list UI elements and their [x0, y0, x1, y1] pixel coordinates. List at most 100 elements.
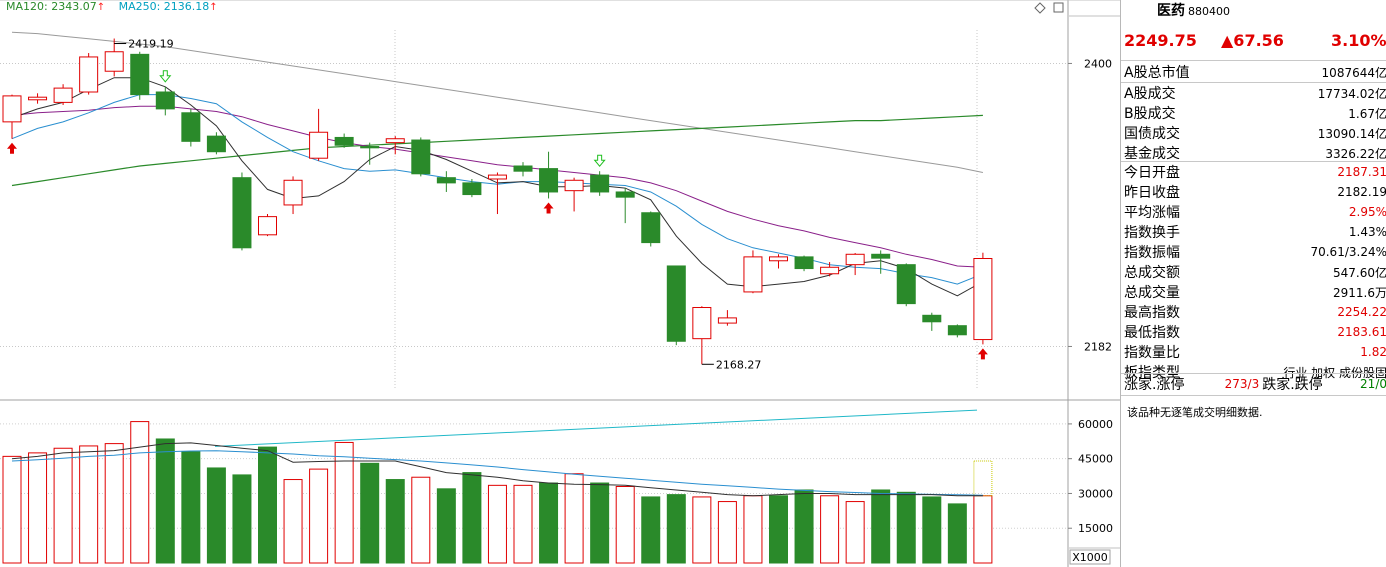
- stat-label: 国债成交: [1124, 126, 1180, 142]
- candle-up: [487, 174, 507, 180]
- candle-down: [436, 177, 456, 184]
- stat-value: 1.43%: [1348, 225, 1386, 239]
- volume-bar-up: [309, 468, 329, 564]
- volume-bar-down: [871, 489, 891, 564]
- stat-label: A股成交: [1124, 86, 1176, 102]
- turnover-table: A股成交 17734.02亿 B股成交 1.67亿 国债成交 13090.14亿 基金成交 3…: [1121, 83, 1386, 163]
- volume-tick-label: 30000: [1078, 487, 1113, 500]
- stat-label: 总成交额: [1124, 265, 1180, 281]
- price-tick-label: 2400: [1084, 57, 1112, 70]
- volume-bar-down: [360, 462, 380, 564]
- up-count-value: 273/3: [1224, 377, 1260, 391]
- volume-bar-up: [564, 473, 584, 564]
- stat-value: 2182.19: [1337, 185, 1386, 199]
- candle-down: [206, 135, 226, 153]
- price-bar: 2249.75 ▲67.56 3.10%: [1121, 31, 1386, 51]
- stat-label: 指数换手: [1124, 225, 1180, 241]
- buy-signal-icon: [543, 202, 554, 214]
- volume-unit-box: [1069, 549, 1111, 565]
- chart-svg[interactable]: 2400 2182 60000 45000 30000 15000 X1000 2419.19…: [0, 0, 1120, 567]
- stat-value: 1.67亿: [1348, 106, 1386, 121]
- volume-bar-down: [539, 482, 559, 564]
- candle-down: [513, 165, 533, 172]
- candle-up: [79, 56, 99, 93]
- stat-row: 基金成交 3326.22亿: [1121, 143, 1386, 163]
- stat-row: 昨日收盘 2182.19: [1121, 182, 1386, 202]
- index-stats-table: 今日开盘 2187.31 昨日收盘 2182.19 平均涨幅 2.95% 指数换手 1.43%…: [1121, 162, 1386, 382]
- volume-bar-up: [487, 484, 507, 564]
- low-label: 2168.27: [716, 358, 762, 371]
- volume-bar-up: [53, 447, 73, 564]
- stat-label: 指数振幅: [1124, 245, 1180, 261]
- volume-ma5-line: [11, 442, 983, 497]
- projected-volume-box: [973, 460, 993, 497]
- stat-label: 今日开盘: [1124, 165, 1180, 181]
- legend-ma120: MA120: 2343.07↑: [6, 0, 106, 13]
- volume-bar-up: [973, 495, 993, 564]
- candle-up: [564, 179, 584, 192]
- stat-value: 17734.02亿: [1317, 86, 1386, 101]
- candle-up: [309, 131, 329, 159]
- volume-bar-up: [692, 496, 712, 564]
- volume-bar-up: [334, 441, 354, 564]
- ma60-line: [11, 31, 983, 173]
- divider: [1121, 373, 1386, 374]
- buy-signal-icon: [977, 348, 988, 360]
- volume-bar-up: [743, 495, 763, 564]
- no-tick-data-note: 该品种无逐笔成交明细数据.: [1127, 406, 1263, 419]
- candle-down: [794, 256, 814, 270]
- stat-label: 最高指数: [1124, 305, 1180, 321]
- volume-bar-down: [155, 438, 175, 564]
- stat-row: B股成交 1.67亿: [1121, 103, 1386, 123]
- divider: [1121, 82, 1386, 83]
- square-icon: [1053, 2, 1064, 13]
- candle-down: [360, 146, 380, 149]
- volume-bar-up: [104, 443, 124, 564]
- volume-bar-down: [922, 496, 942, 564]
- candle-down: [181, 112, 201, 142]
- volume-bar-down: [462, 472, 482, 564]
- candle-down: [590, 174, 610, 193]
- candle-up: [28, 96, 48, 101]
- stat-value: 2183.61: [1337, 325, 1386, 339]
- volume-bar-up: [28, 452, 48, 564]
- quote-panel: 医药 880400 2249.75 ▲67.56 3.10% A股总市值 10876…: [1120, 0, 1386, 567]
- stat-value: 547.60亿: [1333, 265, 1386, 280]
- index-code: 880400: [1188, 5, 1230, 18]
- candle-up: [2, 95, 22, 123]
- candle-up: [845, 253, 865, 266]
- stat-row: 最高指数 2254.22: [1121, 302, 1386, 322]
- candle-up: [769, 256, 788, 262]
- volume-bar-up: [130, 421, 150, 564]
- volume-unit-label: X1000: [1072, 551, 1108, 564]
- price-change: ▲67.56: [1221, 31, 1284, 50]
- candle-down: [334, 136, 354, 146]
- candle-up: [717, 317, 737, 324]
- stat-row: 平均涨幅 2.95%: [1121, 202, 1386, 222]
- stat-label: 昨日收盘: [1124, 185, 1180, 201]
- stat-row: 总成交量 2911.6万: [1121, 282, 1386, 302]
- volume-bar-down: [896, 491, 916, 564]
- stat-row: 总成交额 547.60亿: [1121, 262, 1386, 282]
- volume-bar-up: [820, 495, 840, 564]
- candle-up: [53, 87, 73, 103]
- candle-down: [411, 139, 431, 175]
- stat-label: 基金成交: [1124, 146, 1180, 162]
- stat-value: 2254.22: [1337, 305, 1386, 319]
- candle-down: [896, 264, 916, 305]
- stat-row: 今日开盘 2187.31: [1121, 162, 1386, 182]
- stat-value: 2911.6万: [1333, 285, 1386, 300]
- volume-bar-down: [590, 482, 610, 564]
- sell-signal-icon: [593, 154, 606, 167]
- candle-down: [871, 253, 891, 259]
- volume-bar-up: [845, 501, 865, 564]
- ma250-line: [214, 409, 978, 447]
- down-count-value: 21/0: [1360, 377, 1386, 391]
- volume-bar-up: [2, 455, 22, 564]
- stat-value: 3326.22亿: [1325, 146, 1386, 161]
- chart-area[interactable]: 2400 2182 60000 45000 30000 15000 X1000 2419.19…: [0, 0, 1120, 567]
- stat-label: 平均涨幅: [1124, 205, 1180, 221]
- price-change-pct: 3.10%: [1331, 31, 1386, 50]
- candle-up: [258, 216, 277, 236]
- volume-bar-up: [411, 476, 431, 564]
